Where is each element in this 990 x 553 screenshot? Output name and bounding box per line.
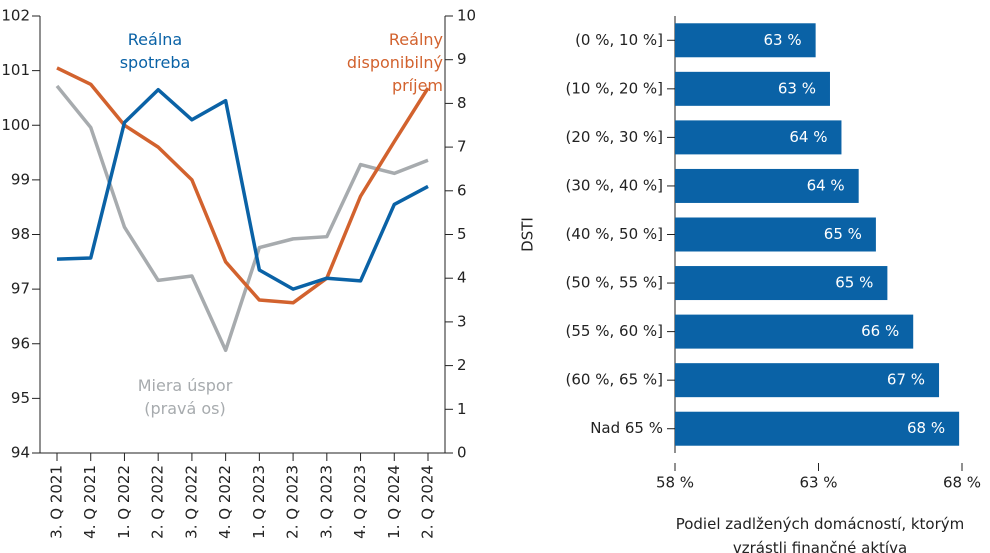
y-tick-label: 102: [1, 7, 30, 25]
y-tick-label: (30 %, 40 %]: [566, 176, 663, 194]
x-tick-label: 63 %: [799, 474, 837, 492]
bar: [675, 266, 888, 301]
value-label: 63 %: [778, 79, 816, 97]
bar: [675, 363, 940, 398]
y-tick-label: (55 %, 60 %]: [566, 322, 663, 340]
y-tick-label: 98: [11, 225, 30, 243]
y-tick-label: 97: [11, 280, 30, 298]
bar: [675, 217, 876, 252]
x-tick-label: 1. Q 2022: [115, 465, 133, 539]
bar: [675, 314, 914, 349]
y2-tick-label: 6: [457, 181, 467, 199]
bar: [675, 71, 830, 106]
y-tick-label: 95: [11, 389, 30, 407]
value-label: 65 %: [824, 225, 862, 243]
x-tick-label: 2. Q 2024: [419, 465, 437, 539]
y2-tick-label: 2: [457, 356, 467, 374]
value-label: 64 %: [789, 128, 827, 146]
series-label: Reálny disponibilný príjem: [346, 30, 443, 95]
y-tick-label: (50 %, 55 %]: [566, 274, 663, 292]
series-label: Reálna spotreba: [119, 30, 191, 72]
x-axis-title: Podiel zadlžených domácností, ktorým vzr…: [675, 515, 965, 553]
bar: [675, 120, 842, 155]
x-tick-label: 1. Q 2023: [250, 465, 268, 539]
x-tick-label: 58 %: [656, 474, 694, 492]
y-tick-label: (60 %, 65 %]: [566, 371, 663, 389]
series-line: [56, 87, 429, 291]
x-tick-label: 2. Q 2022: [149, 465, 167, 539]
x-tick-label: 4. Q 2022: [216, 465, 234, 539]
x-tick-label: 3. Q 2021: [48, 465, 66, 539]
y2-tick-label: 4: [457, 269, 467, 287]
y-tick-label: (0 %, 10 %]: [575, 31, 663, 49]
y2-tick-label: 8: [457, 94, 467, 112]
y-tick-label: 99: [11, 170, 30, 188]
y2-tick-label: 5: [457, 225, 467, 243]
y2-tick-label: 10: [457, 7, 476, 25]
y2-tick-label: 3: [457, 312, 467, 330]
bar: [675, 411, 960, 446]
y-tick-label: 96: [11, 334, 30, 352]
y-tick-label: (10 %, 20 %]: [566, 79, 663, 97]
y2-tick-label: 7: [457, 138, 467, 156]
y-axis-title: DSTI: [519, 217, 537, 252]
value-label: 64 %: [807, 176, 845, 194]
bar: [675, 23, 816, 58]
y2-tick-label: 1: [457, 400, 467, 418]
y-tick-label: 101: [1, 61, 30, 79]
value-label: 67 %: [887, 371, 925, 389]
x-tick-label: 4. Q 2021: [81, 465, 99, 539]
y-tick-label: 94: [11, 444, 30, 462]
series-line: [56, 66, 430, 305]
x-tick-label: 3. Q 2022: [182, 465, 200, 539]
series-label: Miera úspor (pravá os): [137, 376, 233, 418]
y-tick-label: (40 %, 50 %]: [566, 225, 663, 243]
x-tick-label: 1. Q 2024: [385, 465, 403, 539]
value-label: 65 %: [835, 274, 873, 292]
value-label: 68 %: [907, 419, 945, 437]
y-tick-label: (20 %, 30 %]: [566, 128, 663, 146]
y2-tick-label: 9: [457, 50, 467, 68]
x-tick-label: 2. Q 2023: [284, 465, 302, 539]
y2-tick-label: 0: [457, 444, 467, 462]
series-line: [55, 84, 429, 353]
y-tick-label: Nad 65 %: [590, 419, 663, 437]
x-tick-label: 3. Q 2023: [317, 465, 335, 539]
y-tick-label: 100: [1, 116, 30, 134]
value-label: 66 %: [861, 322, 899, 340]
value-label: 63 %: [764, 31, 802, 49]
x-tick-label: 4. Q 2023: [351, 465, 369, 539]
bar: [675, 168, 859, 203]
x-tick-label: 68 %: [943, 474, 981, 492]
